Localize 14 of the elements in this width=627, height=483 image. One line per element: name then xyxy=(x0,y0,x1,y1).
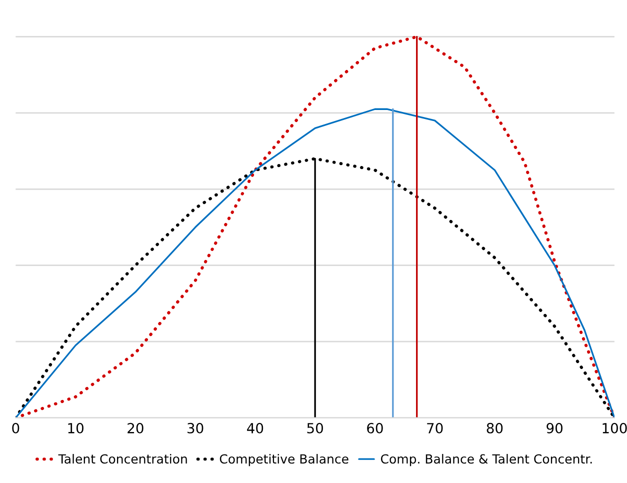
x-tick-label: 70 xyxy=(427,422,443,434)
x-tick-label: 50 xyxy=(307,422,323,434)
legend-label: Competitive Balance xyxy=(220,454,348,466)
x-tick-label: 10 xyxy=(68,422,84,434)
x-tick-label: 90 xyxy=(546,422,562,434)
x-tick-label: 100 xyxy=(602,422,627,434)
x-tick-label: 40 xyxy=(247,422,264,434)
x-tick-label: 80 xyxy=(486,422,503,434)
x-tick-label: 60 xyxy=(367,422,383,434)
x-tick-label: 30 xyxy=(188,422,204,434)
x-tick-label: 20 xyxy=(128,422,144,434)
legend-label: Talent Concentration xyxy=(58,454,187,464)
legend-label: Comp. Balance & Talent Concentr. xyxy=(380,454,592,466)
x-tick-label: 0 xyxy=(12,422,20,434)
